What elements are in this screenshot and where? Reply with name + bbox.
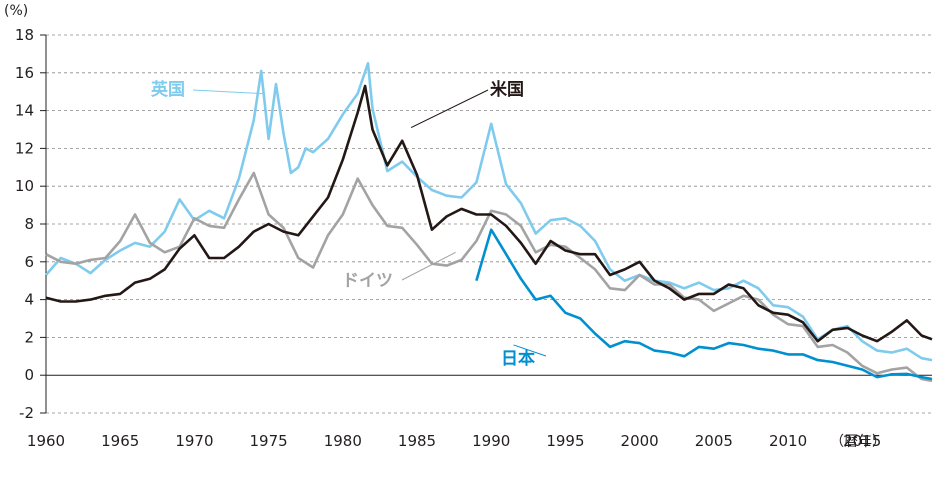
x-tick-label: 2015 — [843, 432, 881, 450]
leader-line — [410, 89, 489, 129]
y-tick-label: 4 — [24, 291, 34, 309]
x-tick-label: 2000 — [621, 432, 659, 450]
y-tick-label: 18 — [15, 26, 34, 44]
x-tick-label: 1990 — [472, 432, 510, 450]
series-line-米国 — [45, 84, 933, 343]
x-tick-label: 1965 — [101, 432, 139, 450]
series-lines — [45, 62, 933, 383]
axes — [40, 34, 932, 414]
leader-line — [401, 251, 456, 281]
label-leader-lines — [192, 89, 547, 357]
label-germany: ドイツ — [342, 271, 393, 291]
y-unit-label: (%) — [4, 3, 28, 19]
x-unit-label: （暦年） — [830, 434, 886, 450]
series-labels: 英国 米国 ドイツ 日本 — [151, 79, 535, 369]
leader-line — [513, 344, 547, 357]
y-tick-labels: -2 0 2 4 6 8 10 12 14 16 18 — [15, 26, 34, 422]
y-tick-label: 14 — [15, 102, 34, 120]
y-tick-label: 12 — [15, 139, 34, 157]
label-uk: 英国 — [151, 79, 185, 100]
series-line-ドイツ — [45, 171, 933, 383]
x-tick-label: 1975 — [250, 432, 288, 450]
leader-line — [192, 89, 263, 95]
x-tick-label: 2010 — [769, 432, 807, 450]
series-line-英国 — [45, 62, 933, 362]
series-line-日本 — [475, 228, 933, 381]
y-tick-label: 6 — [24, 253, 34, 271]
label-japan: 日本 — [501, 348, 535, 369]
x-tick-label: 1960 — [27, 432, 65, 450]
y-tick-label: 10 — [15, 177, 34, 195]
grid-lines — [46, 34, 932, 414]
label-us: 米国 — [490, 79, 524, 100]
x-tick-labels: 1960 1965 1970 1975 1980 1985 1990 1995 2000 2005… — [27, 432, 881, 450]
x-tick-label: 1985 — [398, 432, 436, 450]
y-tick-label: 16 — [15, 64, 34, 82]
y-tick-label: -2 — [19, 404, 34, 422]
x-tick-label: 1980 — [324, 432, 362, 450]
x-tick-label: 2005 — [695, 432, 733, 450]
y-tick-label: 8 — [24, 215, 34, 233]
y-tick-label: 0 — [24, 366, 34, 384]
x-tick-label: 1995 — [546, 432, 584, 450]
x-tick-label: 1970 — [175, 432, 213, 450]
y-tick-label: 2 — [24, 328, 34, 346]
